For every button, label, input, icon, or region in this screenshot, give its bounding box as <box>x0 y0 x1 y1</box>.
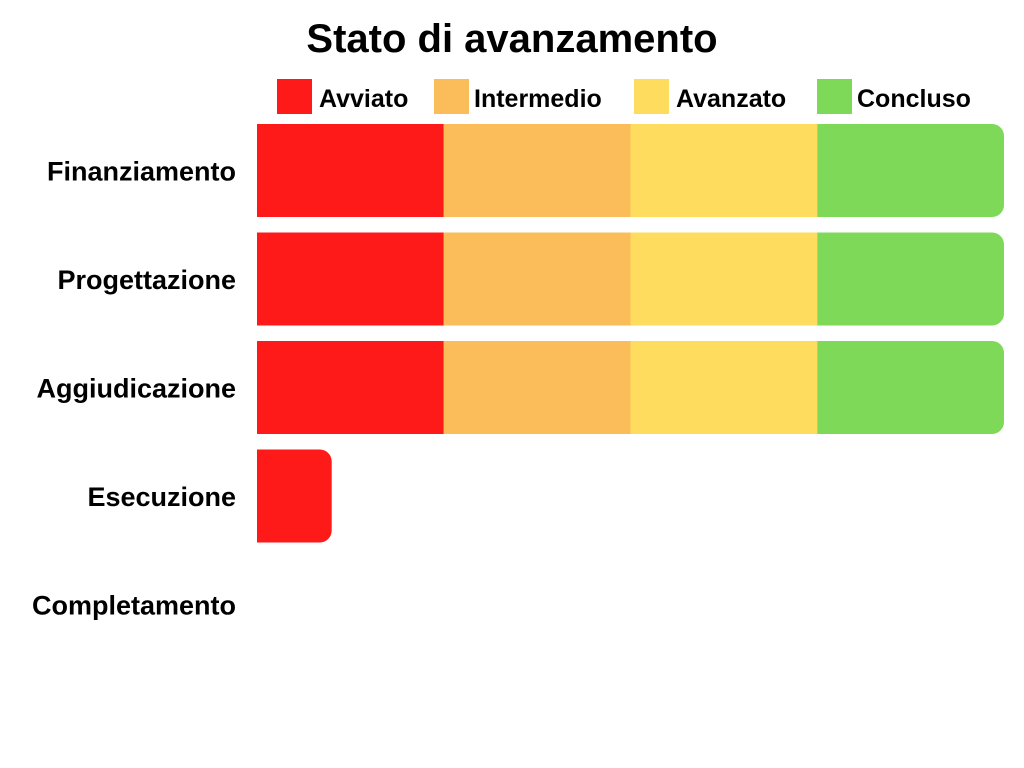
category-labels: Finanziamento Progettazione Aggiudicazione… <box>32 157 236 621</box>
legend-label-intermedio: Intermedio <box>474 85 602 113</box>
bar-finanziamento-avviato <box>257 124 444 217</box>
bars <box>257 124 1004 543</box>
bar-aggiudicazione-avanzato <box>630 341 818 434</box>
bar-aggiudicazione-intermedio <box>443 341 631 434</box>
bar-finanziamento-concluso <box>817 124 1004 217</box>
bar-finanziamento-intermedio <box>443 124 631 217</box>
chart-title: Stato di avanzamento <box>306 17 717 61</box>
category-label-aggiudicazione: Aggiudicazione <box>36 374 236 404</box>
category-label-completamento: Completamento <box>32 591 236 621</box>
bar-aggiudicazione-concluso <box>817 341 1004 434</box>
legend-label-concluso: Concluso <box>857 85 971 113</box>
category-label-finanziamento: Finanziamento <box>47 157 236 187</box>
bar-progettazione-avviato <box>257 232 444 326</box>
legend-swatch-avanzato <box>634 79 669 114</box>
legend-swatch-intermedio <box>434 79 469 114</box>
bar-finanziamento-avanzato <box>630 124 818 217</box>
legend-label-avviato: Avviato <box>319 85 408 113</box>
bar-progettazione-avanzato <box>630 232 818 326</box>
bar-aggiudicazione-avviato <box>257 341 444 434</box>
bar-esecuzione-avviato <box>257 449 332 543</box>
bar-progettazione-concluso <box>817 232 1004 326</box>
legend: Avviato Intermedio Avanzato Concluso <box>277 79 971 114</box>
legend-swatch-avviato <box>277 79 312 114</box>
bar-progettazione-intermedio <box>443 232 631 326</box>
category-label-esecuzione: Esecuzione <box>87 482 236 512</box>
legend-label-avanzato: Avanzato <box>676 85 786 113</box>
legend-swatch-concluso <box>817 79 852 114</box>
category-label-progettazione: Progettazione <box>57 265 236 295</box>
